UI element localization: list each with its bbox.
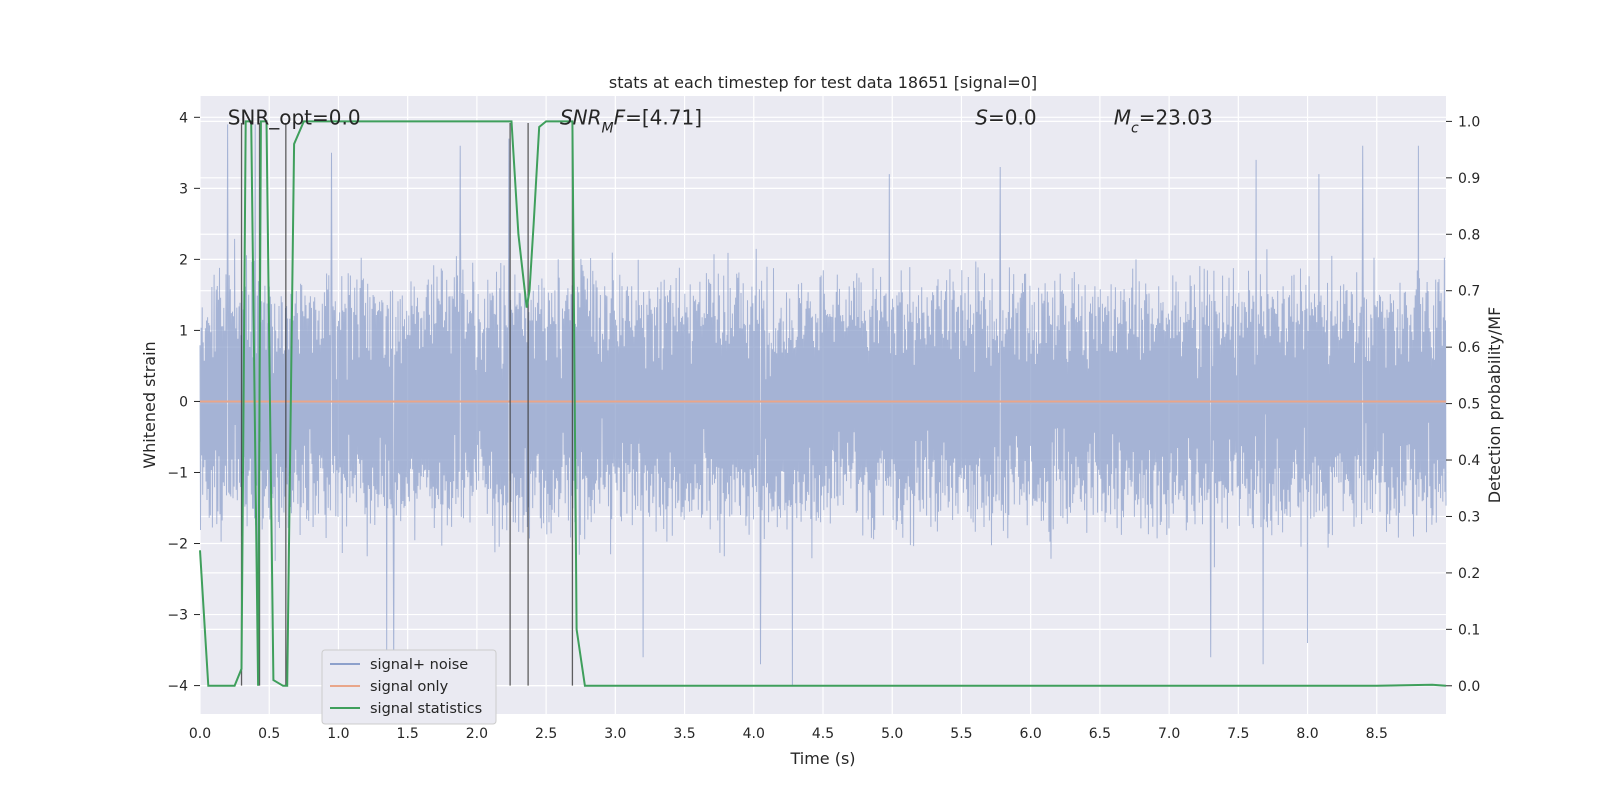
annotation-snr-opt: SNR_opt=0.0 xyxy=(228,105,361,129)
x-tick-label: 4.0 xyxy=(743,726,765,742)
y-axis-title: Whitened strain xyxy=(140,341,159,468)
x-axis-title: Time (s) xyxy=(789,749,855,768)
x-tick-label: 5.0 xyxy=(881,726,903,742)
annotation-part: =[4.71] xyxy=(625,105,702,129)
legend-label-signal-only: signal only xyxy=(370,679,449,695)
legend-label-signal-noise: signal+ noise xyxy=(370,657,468,673)
annotation-part: SNR xyxy=(560,105,602,129)
x-tick-label: 6.5 xyxy=(1089,726,1111,742)
annotation-part: =0.0 xyxy=(988,105,1037,129)
y-tick-label: −1 xyxy=(167,465,188,481)
y-tick-label: −4 xyxy=(167,679,188,695)
annotations: SNR_opt=0.0 SNRMF=[4.71] S=0.0 Mc=23.03 xyxy=(228,105,1213,136)
y-tick-label: −2 xyxy=(167,537,188,553)
y-tick-label: 4 xyxy=(179,110,188,126)
legend: signal+ noise signal only signal statist… xyxy=(321,649,497,725)
x-tick-label: 8.0 xyxy=(1296,726,1318,742)
series-signal-noise xyxy=(199,124,1447,686)
chart-title: stats at each timestep for test data 186… xyxy=(609,73,1037,92)
x-tick-label: 0.5 xyxy=(258,726,280,742)
y-tick-label: 1 xyxy=(179,323,188,339)
annotation-part: S xyxy=(975,105,988,129)
y2-tick-label: 1.0 xyxy=(1458,114,1480,130)
annotation-snr-mf: SNRMF=[4.71] xyxy=(560,105,702,136)
y-tick-label: 3 xyxy=(179,181,188,197)
x-tick-label: 0.0 xyxy=(189,726,211,742)
y2-tick-label: 0.1 xyxy=(1458,622,1480,638)
annotation-s-value: S=0.0 xyxy=(975,105,1036,129)
y2-tick-label: 0.7 xyxy=(1458,284,1480,300)
y2-tick-label: 0.5 xyxy=(1458,397,1480,413)
y-tick-label: −3 xyxy=(167,608,188,624)
annotation-part: =23.03 xyxy=(1139,105,1213,129)
signal-noise-line xyxy=(199,124,1447,686)
y2-tick-label: 0.4 xyxy=(1458,453,1480,469)
y2-tick-label: 0.9 xyxy=(1458,171,1480,187)
annotation-part: M xyxy=(602,120,614,136)
y2-tick-label: 0.2 xyxy=(1458,566,1480,582)
series-signal-statistics xyxy=(199,120,1447,687)
y2-tick-label: 0.3 xyxy=(1458,509,1480,525)
annotation-part: F xyxy=(614,105,626,129)
annotation-mc-value: Mc=23.03 xyxy=(1114,105,1213,136)
y-tick-label: 2 xyxy=(179,252,188,268)
x-tick-label: 2.0 xyxy=(466,726,488,742)
x-tick-label: 1.5 xyxy=(397,726,419,742)
axes: 0.0 0.5 1.0 1.5 2.0 2.5 3.0 3.5 4.0 4.5 5.0 5.5 6.0 6… xyxy=(167,110,1480,742)
x-tick-label: 5.5 xyxy=(950,726,972,742)
signal-statistics-line xyxy=(199,120,1447,687)
y2-axis-title: Detection probability/MF xyxy=(1485,307,1504,504)
y2-tick-label: 0.8 xyxy=(1458,227,1480,243)
x-tick-label: 1.0 xyxy=(327,726,349,742)
y-tick-label: 0 xyxy=(179,394,188,410)
x-tick-label: 4.5 xyxy=(812,726,834,742)
annotation-part: c xyxy=(1131,120,1139,136)
x-tick-label: 7.0 xyxy=(1158,726,1180,742)
y2-tick-label: 0.0 xyxy=(1458,679,1480,695)
y2-tick-label: 0.6 xyxy=(1458,340,1480,356)
x-tick-label: 6.0 xyxy=(1020,726,1042,742)
x-tick-label: 2.5 xyxy=(535,726,557,742)
x-tick-label: 3.5 xyxy=(673,726,695,742)
legend-box xyxy=(321,649,497,725)
x-tick-label: 3.0 xyxy=(604,726,626,742)
x-tick-label: 8.5 xyxy=(1366,726,1388,742)
annotation-part: SNR_opt=0.0 xyxy=(228,105,361,129)
legend-label-signal-statistics: signal statistics xyxy=(370,701,482,717)
annotation-part: M xyxy=(1114,105,1131,129)
x-tick-label: 7.5 xyxy=(1227,726,1249,742)
